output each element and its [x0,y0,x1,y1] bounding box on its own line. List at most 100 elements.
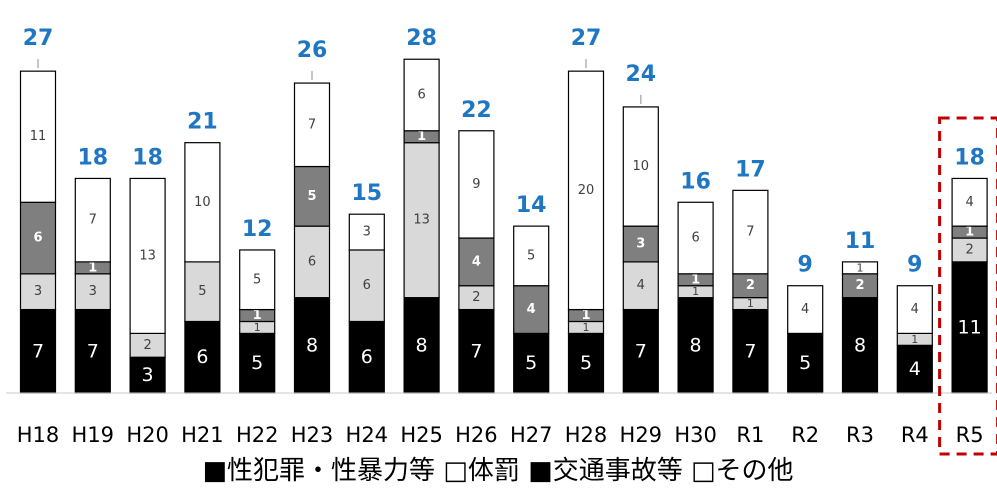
segment-label-H21-3: 10 [194,195,211,210]
bar-segment-R1-0 [732,308,769,394]
legend-item-0: ■性犯罪・性暴力等 [202,456,435,486]
bar-segment-H29-0 [622,308,659,394]
category-labels-group: H18 H19 H20 H21 H22 H23 H24 H25 H26 H27 H28 H29 H30 R… [17,423,984,447]
segment-label-H29-1: 4 [637,278,645,293]
bar-segment-H22-3 [239,249,276,311]
segment-label-H24-3: 3 [363,225,371,240]
bar-segment-H29-2 [622,225,659,263]
segment-label-H30-0: 8 [690,334,702,356]
segment-label-H25-1: 13 [413,213,430,228]
segment-label-H19-1: 3 [89,284,97,299]
segment-label-H18-2: 6 [33,231,42,246]
category-label-H22: H22 [236,423,279,447]
total-label-H25: 28 [406,26,437,51]
highlight-group [938,116,997,456]
category-label-H23: H23 [291,423,334,447]
bar-segment-H27-2 [513,285,550,335]
segment-label-H24-0: 6 [361,346,373,368]
bar-segment-H27-3 [513,225,550,287]
bar-segment-H24-3 [348,213,385,251]
segment-label-H25-3: 6 [417,88,425,103]
segment-label-H28-1: 1 [583,321,590,334]
segment-label-H23-2: 5 [307,189,316,204]
bar-segment-H19-3 [74,177,111,263]
bar-segment-H30-3 [677,201,714,275]
segment-label-R4-3: 4 [911,302,919,317]
segment-label-R3-3: 1 [857,261,864,274]
segment-label-R1-0: 7 [744,340,756,362]
bar-segment-H21-3 [184,142,221,263]
segment-label-R4-0: 4 [909,358,921,380]
bar-segment-H29-3 [622,106,659,227]
segment-label-H28-2: 1 [581,308,590,323]
segment-label-H19-2: 1 [88,260,97,275]
total-label-R3: 11 [845,229,876,254]
segment-label-H22-3: 5 [253,272,261,287]
bar-segment-H24-1 [348,249,385,323]
total-label-R2: 9 [798,253,813,278]
bar-segment-R2-3 [787,285,824,335]
segment-label-R2-0: 5 [799,352,811,374]
bar-segment-H20-3 [129,177,166,335]
bar-segment-H20-0 [129,356,166,394]
segment-label-H29-3: 10 [633,159,650,174]
segment-label-H21-0: 6 [196,346,208,368]
segment-label-H19-3: 7 [89,213,97,228]
total-label-H19: 18 [77,145,108,170]
category-label-H27: H27 [510,423,553,447]
total-label-R5: 18 [954,145,985,170]
bar-segment-H18-3 [19,70,57,203]
bar-segment-H23-1 [293,225,331,299]
bar-segment-R5-3 [951,177,988,227]
bar-segment-H18-1 [19,273,57,311]
segment-label-H29-0: 7 [635,340,647,362]
category-label-H20: H20 [126,423,169,447]
segment-label-R5-2: 1 [965,225,974,240]
bar-segment-H25-3 [403,58,440,132]
segment-label-R1-3: 7 [746,225,754,240]
segment-label-H18-3: 11 [30,129,47,144]
bar-segment-H22-0 [239,332,276,394]
category-label-H19: H19 [72,423,115,447]
bar-segment-R3-3 [841,261,879,275]
bar-segment-H23-2 [293,165,331,227]
category-label-H24: H24 [346,423,389,447]
category-label-R5: R5 [956,423,984,447]
total-label-H18: 27 [23,26,54,51]
segment-label-H26-3: 9 [472,177,480,192]
highlight-box-R5 [938,116,997,456]
category-label-H30: H30 [674,423,717,447]
legend-item-1: □体罰 [435,456,520,486]
segment-label-H30-3: 6 [691,231,699,246]
legend-item-2: ■交通事故等 [520,456,683,486]
segment-label-H30-2: 1 [691,272,700,287]
segment-label-H26-2: 4 [472,254,481,269]
category-label-H26: H26 [455,423,498,447]
total-label-H24: 15 [351,181,382,206]
segment-label-H20-0: 3 [142,364,154,386]
segment-label-H23-0: 8 [306,334,318,356]
segment-label-H27-3: 5 [527,248,535,263]
segment-label-R3-2: 2 [855,278,864,293]
legend: ■性犯罪・性暴力等 □体罰 ■交通事故等 □その他 [202,456,793,486]
bar-segment-R3-0 [841,297,879,394]
segment-label-H26-0: 7 [470,340,482,362]
bar-segment-H21-1 [184,261,221,323]
bar-segment-R5-0 [951,261,988,394]
segment-label-H27-0: 5 [525,352,537,374]
category-label-H25: H25 [400,423,443,447]
segment-label-H18-0: 7 [32,340,44,362]
segment-label-H28-3: 20 [578,183,595,198]
category-label-H29: H29 [620,423,663,447]
legend-text: ■性犯罪・性暴力等 □体罰 ■交通事故等 □その他 [202,456,793,486]
total-label-H22: 12 [242,217,273,242]
segment-label-H28-0: 5 [580,352,592,374]
segment-label-R4-1: 1 [911,333,918,346]
legend-item-3: □その他 [683,456,794,486]
total-label-H20: 18 [132,145,163,170]
segment-label-H18-1: 3 [34,284,42,299]
segment-label-R2-3: 4 [801,302,809,317]
segment-label-H19-0: 7 [87,340,99,362]
